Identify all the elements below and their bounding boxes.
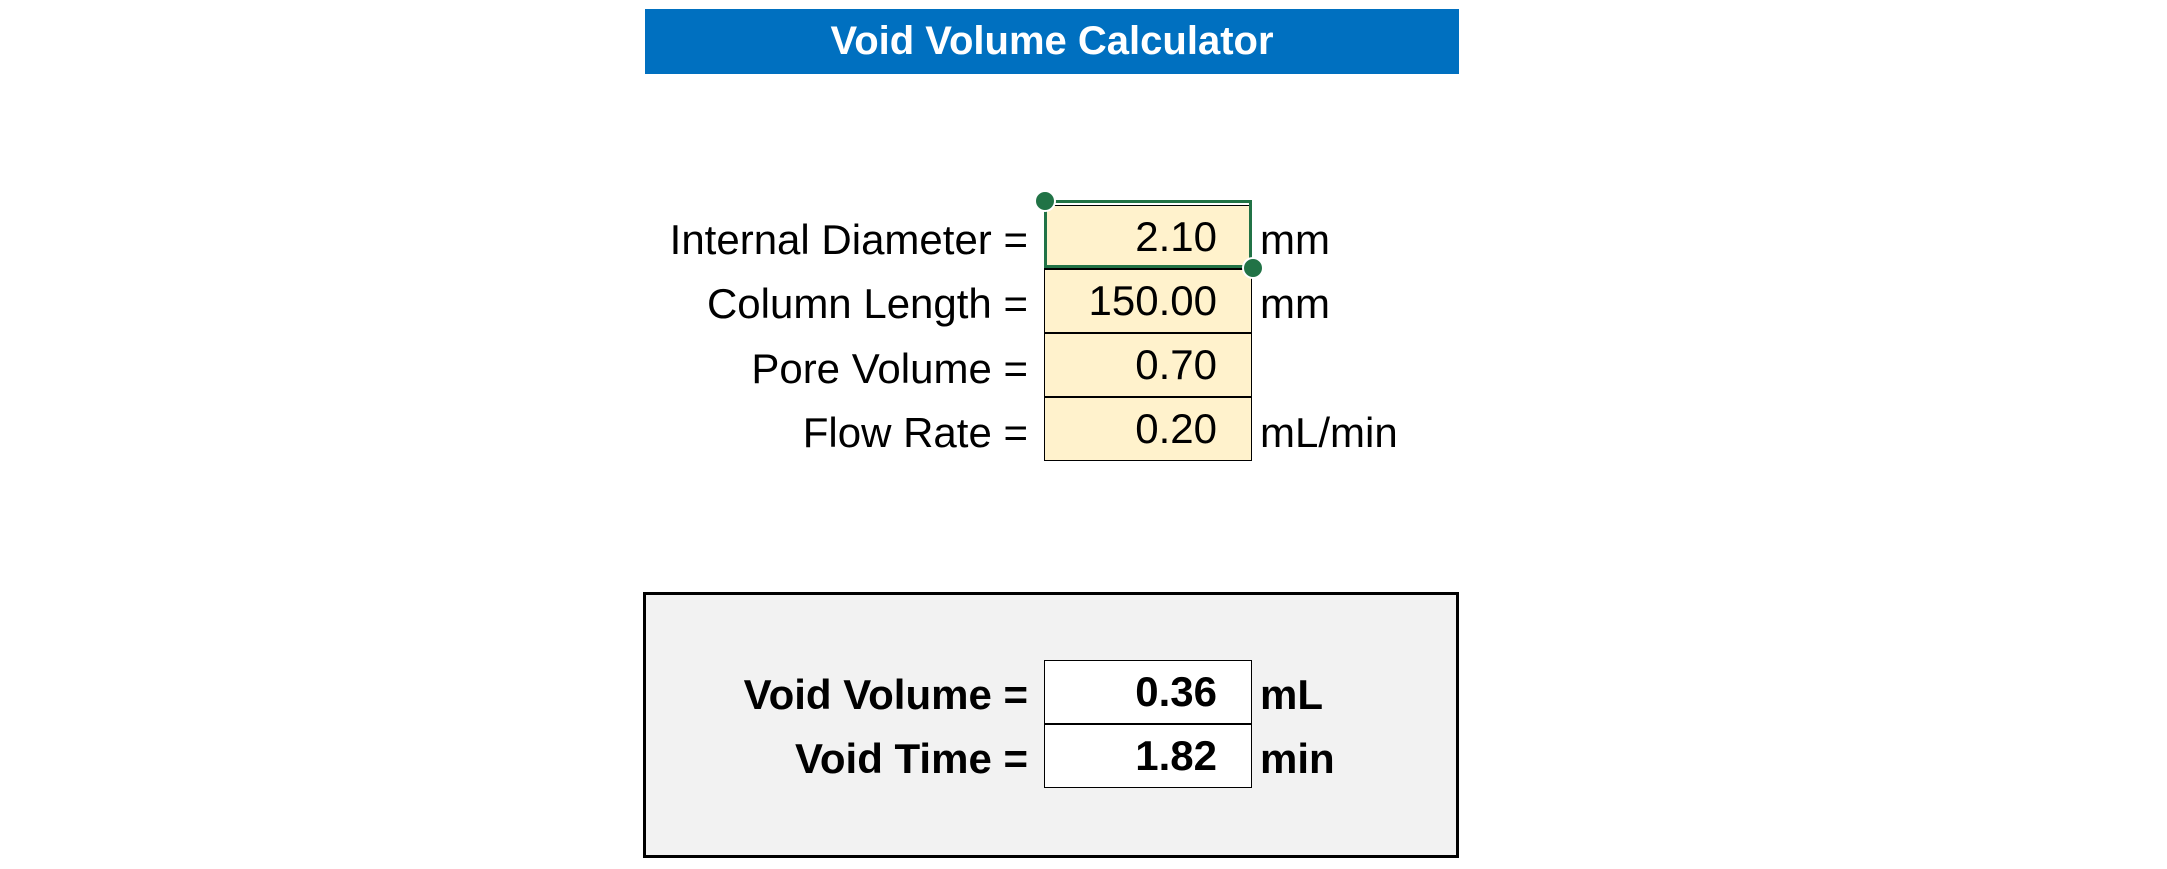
selection-top-handle[interactable] <box>1034 190 1056 212</box>
results-panel <box>643 592 1459 858</box>
internal-diameter-unit: mm <box>1260 216 1330 263</box>
column-length-unit: mm <box>1260 280 1330 327</box>
void-time-unit: min <box>1260 735 1335 782</box>
internal-diameter-label: Internal Diameter = <box>669 216 1028 263</box>
column-length-label: Column Length = <box>706 280 1028 327</box>
void-time-output[interactable]: 1.82 <box>1044 724 1252 788</box>
calculator-title: Void Volume Calculator <box>645 9 1459 74</box>
flow-rate-input[interactable]: 0.20 <box>1044 397 1252 461</box>
selection-fill-handle[interactable] <box>1242 257 1264 279</box>
internal-diameter-input[interactable]: 2.10 <box>1044 205 1252 269</box>
pore-volume-input[interactable]: 0.70 <box>1044 333 1252 397</box>
void-volume-unit: mL <box>1260 671 1323 718</box>
column-length-input[interactable]: 150.00 <box>1044 269 1252 333</box>
void-volume-label: Void Volume = <box>743 671 1028 718</box>
void-time-label: Void Time = <box>794 735 1028 782</box>
void-volume-output[interactable]: 0.36 <box>1044 660 1252 724</box>
pore-volume-label: Pore Volume = <box>751 345 1028 392</box>
flow-rate-unit: mL/min <box>1260 409 1398 456</box>
flow-rate-label: Flow Rate = <box>802 409 1028 456</box>
